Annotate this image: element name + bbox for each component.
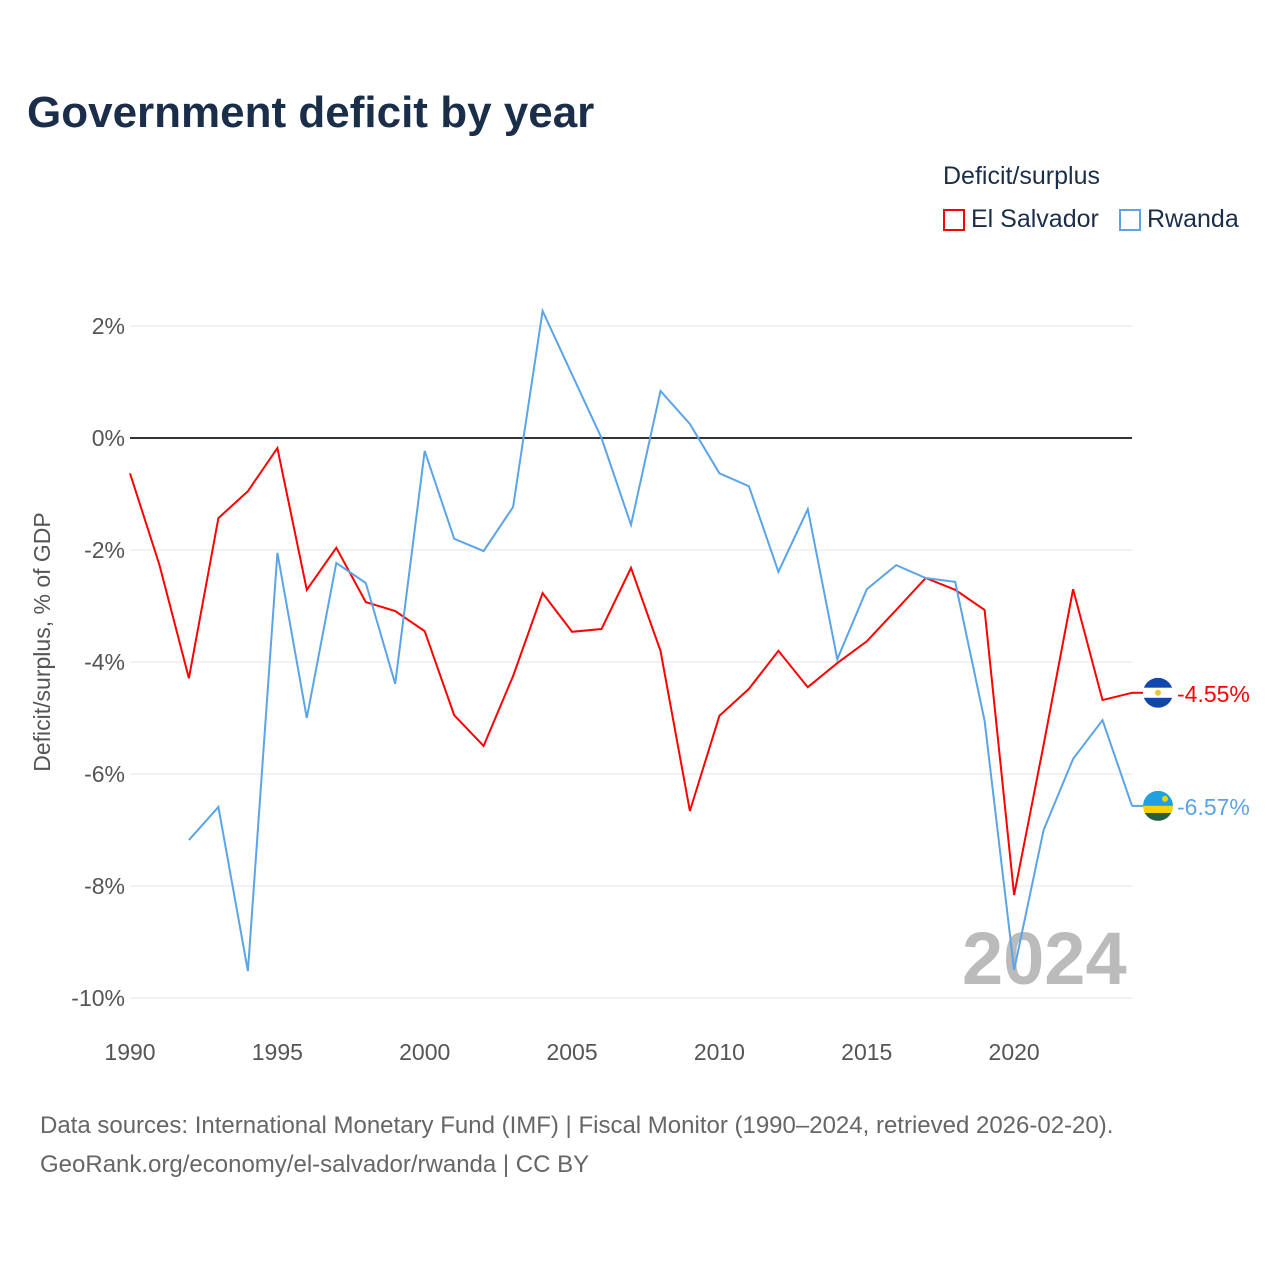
x-tick-label: 1995	[252, 1039, 303, 1065]
y-tick-label: 2%	[92, 313, 125, 339]
x-tick-label: 2020	[989, 1039, 1040, 1065]
series-line-el-salvador	[129, 445, 1133, 896]
x-tick-label: 2015	[841, 1039, 892, 1065]
legend-swatch	[1119, 208, 1141, 231]
y-tick-label: -6%	[84, 761, 125, 787]
x-tick-label: 2010	[694, 1039, 745, 1065]
y-tick-label: 0%	[92, 425, 125, 451]
y-tick-label: -2%	[84, 537, 125, 563]
legend-label: Rwanda	[1147, 205, 1239, 233]
series-line-rwanda	[188, 307, 1133, 972]
attribution-text: GeoRank.org/economy/el-salvador/rwanda |…	[40, 1151, 590, 1178]
footer: Data sources: International Monetary Fun…	[40, 1106, 1113, 1184]
x-tick-label: 2000	[399, 1039, 450, 1065]
x-tick-label: 2005	[546, 1039, 597, 1065]
legend-label: El Salvador	[971, 205, 1099, 233]
y-tick-label: -8%	[84, 873, 125, 899]
end-value-label: -4.55%	[1177, 681, 1250, 707]
y-tick-label: -4%	[84, 649, 125, 675]
el-salvador-flag-icon	[1143, 677, 1173, 708]
legend-item-rwanda[interactable]: Rwanda	[1119, 205, 1239, 234]
y-tick-label: -10%	[71, 985, 125, 1011]
source-text: Data sources: International Monetary Fun…	[40, 1112, 1114, 1139]
chart-title: Government deficit by year	[27, 88, 595, 137]
x-tick-label: 1990	[104, 1039, 155, 1065]
legend-swatch	[943, 208, 965, 231]
year-watermark: 2024	[962, 917, 1127, 1000]
end-value-label: -6.57%	[1177, 794, 1250, 820]
rwanda-flag-icon	[1143, 790, 1173, 821]
legend-title: Deficit/surplus	[943, 162, 1100, 190]
legend-item-el-salvador[interactable]: El Salvador	[943, 205, 1099, 234]
y-axis-label: Deficit/surplus, % of GDP	[29, 512, 55, 771]
